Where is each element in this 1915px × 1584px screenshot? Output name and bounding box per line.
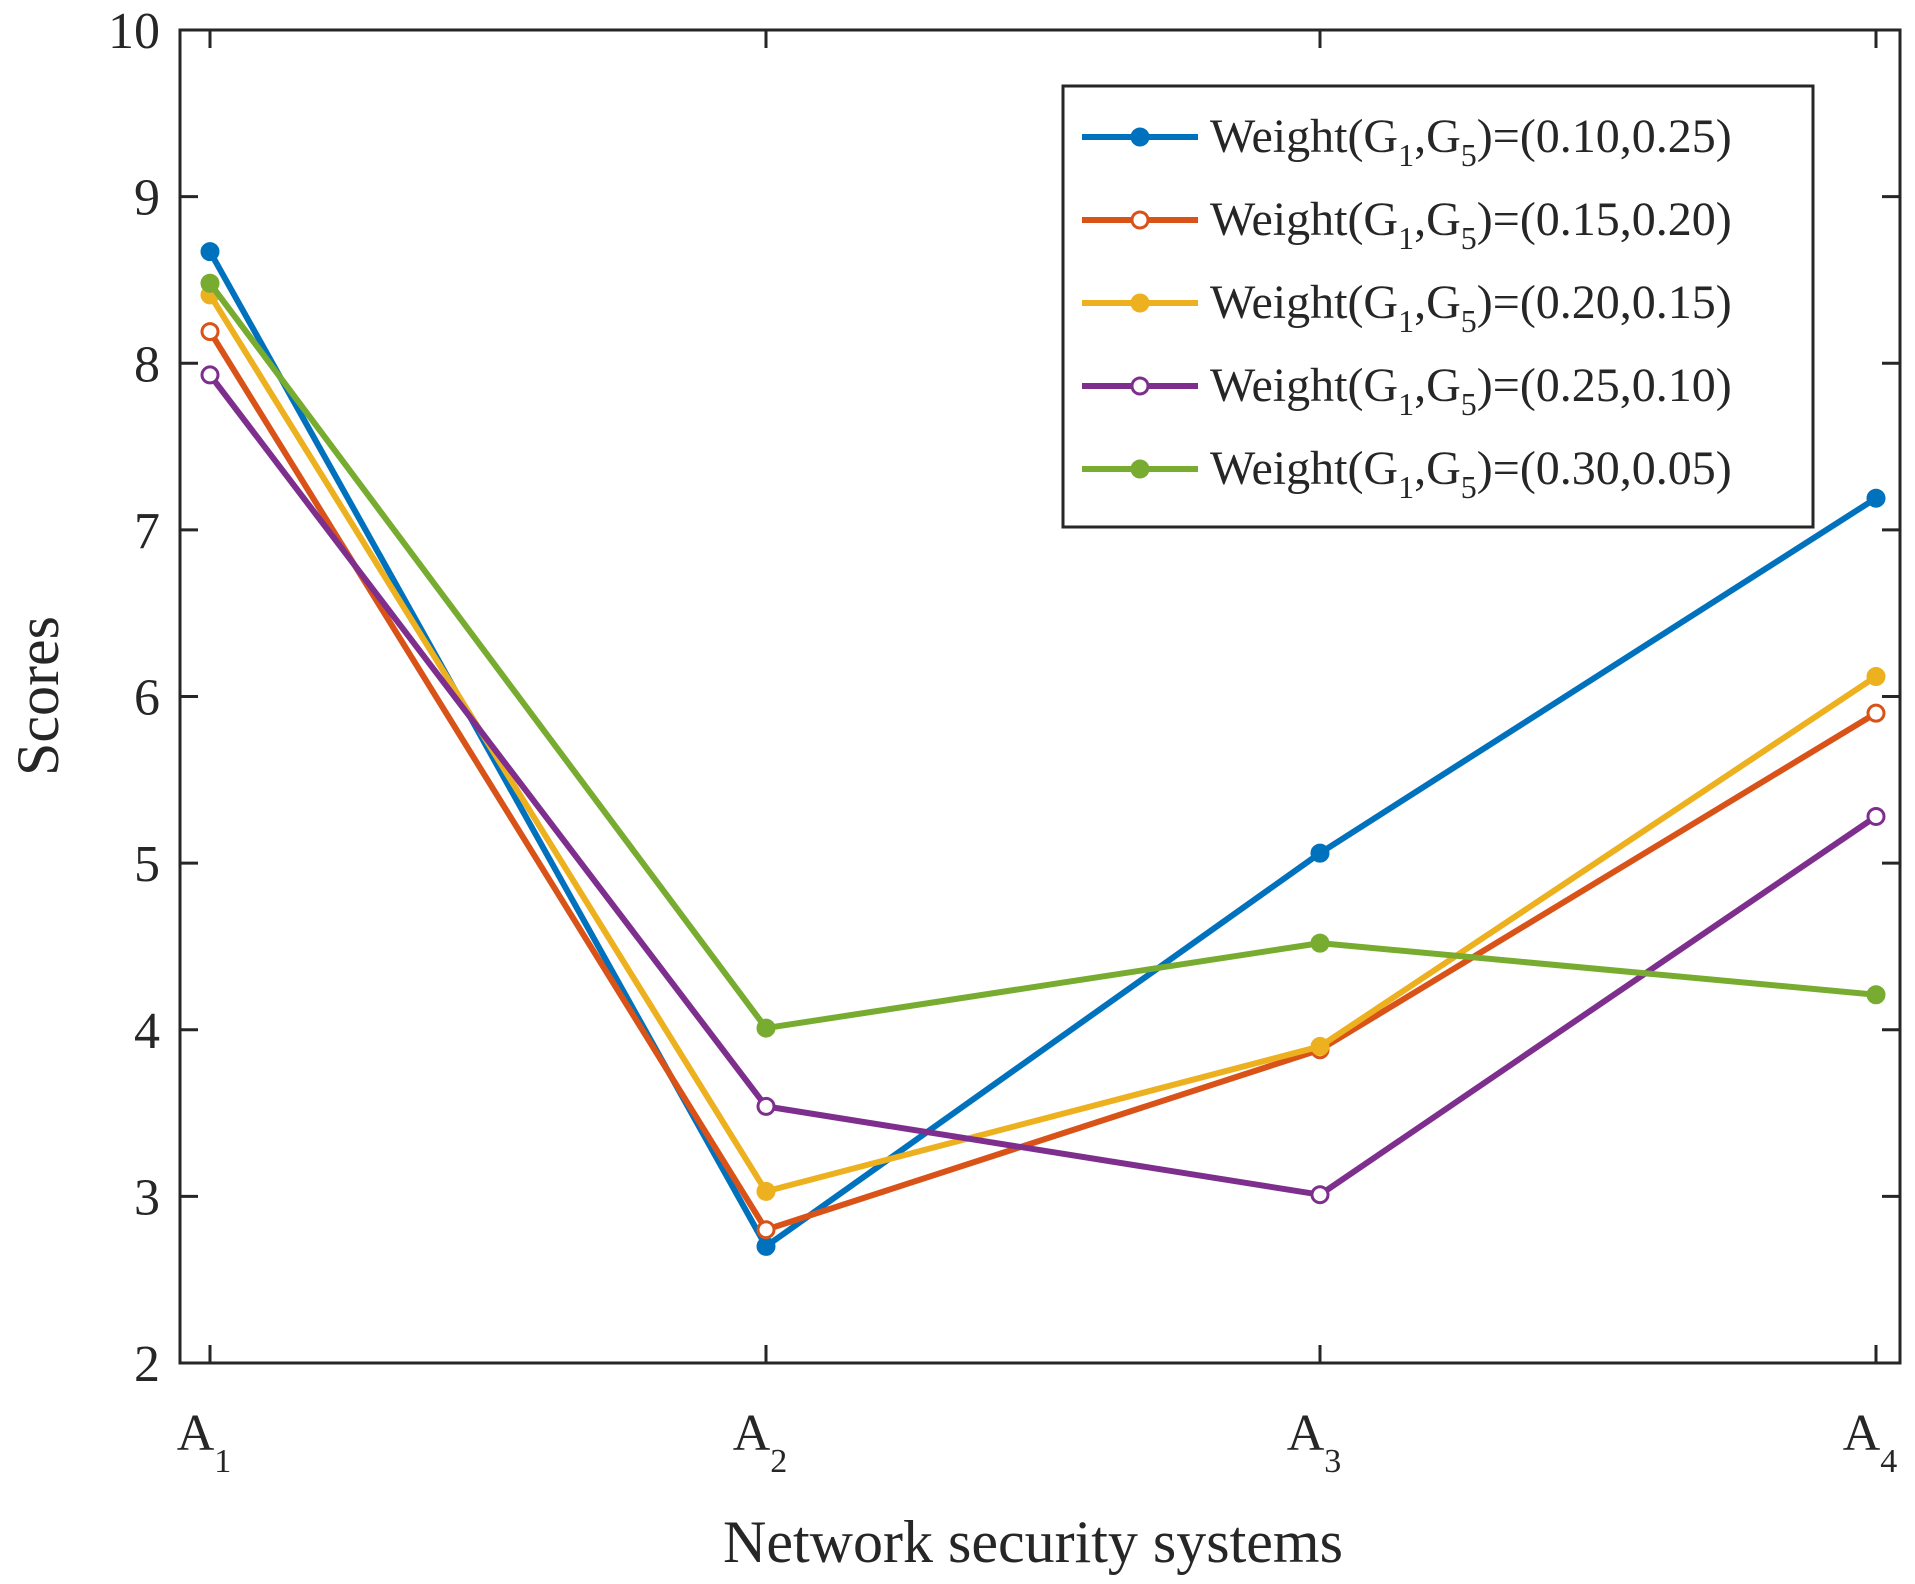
data-point-s3-4 — [1866, 667, 1886, 687]
data-point-s1-4 — [1866, 488, 1886, 508]
ticks-group — [180, 28, 1900, 1365]
legend-label-5: Weight(G1,G5)=(0.30,0.05) — [1210, 442, 1732, 505]
data-point-s4-2 — [756, 1096, 776, 1116]
legend-label-3: Weight(G1,G5)=(0.20,0.15) — [1210, 276, 1732, 339]
series-line-1 — [207, 248, 1879, 1250]
legend-marker-5 — [1130, 459, 1150, 479]
data-point-s4-3 — [1310, 1185, 1330, 1205]
x-tick-label-1: A2 — [733, 1405, 788, 1480]
data-point-s5-3 — [1310, 933, 1330, 953]
legend-marker-4 — [1130, 376, 1150, 396]
series-group — [200, 242, 1886, 1256]
legend-label-2: Weight(G1,G5)=(0.15,0.20) — [1210, 193, 1732, 256]
y-tick-label-4: 4 — [134, 1003, 160, 1060]
y-tick-label-2: 2 — [134, 1336, 160, 1393]
data-point-s4-4 — [1866, 806, 1886, 826]
data-point-s4-1 — [200, 365, 220, 385]
legend: Weight(G1,G5)=(0.10,0.25) Weight(G1,G5)=(… — [1061, 84, 1815, 529]
data-point-s1-2 — [756, 1236, 776, 1256]
legend-label-1: Weight(G1,G5)=(0.10,0.25) — [1210, 110, 1732, 173]
y-tick-label-5: 5 — [134, 836, 160, 893]
x-tick-labels: A1 A2 A3 A4 — [177, 1405, 1898, 1480]
y-tick-label-7: 7 — [134, 503, 160, 560]
series-line-2 — [207, 328, 1879, 1233]
legend-label-4: Weight(G1,G5)=(0.25,0.10) — [1210, 359, 1732, 422]
x-tick-label-2: A3 — [1287, 1405, 1342, 1480]
data-point-s1-3 — [1310, 843, 1330, 863]
y-axis-title: Scores — [5, 616, 71, 776]
x-tick-label-0: A1 — [177, 1405, 232, 1480]
data-point-s2-2 — [756, 1220, 776, 1240]
y-tick-labels: 2 3 4 5 6 7 8 9 10 — [108, 3, 160, 1393]
plot-frame — [178, 28, 1902, 1365]
data-point-s3-3 — [1310, 1036, 1330, 1056]
series-line-4 — [207, 371, 1879, 1198]
y-tick-label-6: 6 — [134, 670, 160, 727]
data-point-s2-4 — [1866, 703, 1886, 723]
legend-marker-2 — [1130, 210, 1150, 230]
legend-marker-1 — [1130, 127, 1150, 147]
y-tick-label-8: 8 — [134, 336, 160, 393]
data-point-s5-4 — [1866, 985, 1886, 1005]
y-tick-label-9: 9 — [134, 170, 160, 227]
data-point-s5-1 — [200, 273, 220, 293]
y-tick-label-3: 3 — [134, 1169, 160, 1226]
data-point-s5-2 — [756, 1018, 776, 1038]
legend-box — [1061, 84, 1815, 529]
x-axis-title: Network security systems — [723, 1509, 1343, 1575]
series-line-5 — [207, 280, 1879, 1032]
y-tick-label-10: 10 — [108, 3, 160, 60]
data-point-s1-1 — [200, 242, 220, 262]
legend-marker-3 — [1130, 293, 1150, 313]
data-point-s3-2 — [756, 1181, 776, 1201]
x-tick-label-3: A4 — [1843, 1405, 1898, 1480]
data-point-s2-1 — [200, 322, 220, 342]
